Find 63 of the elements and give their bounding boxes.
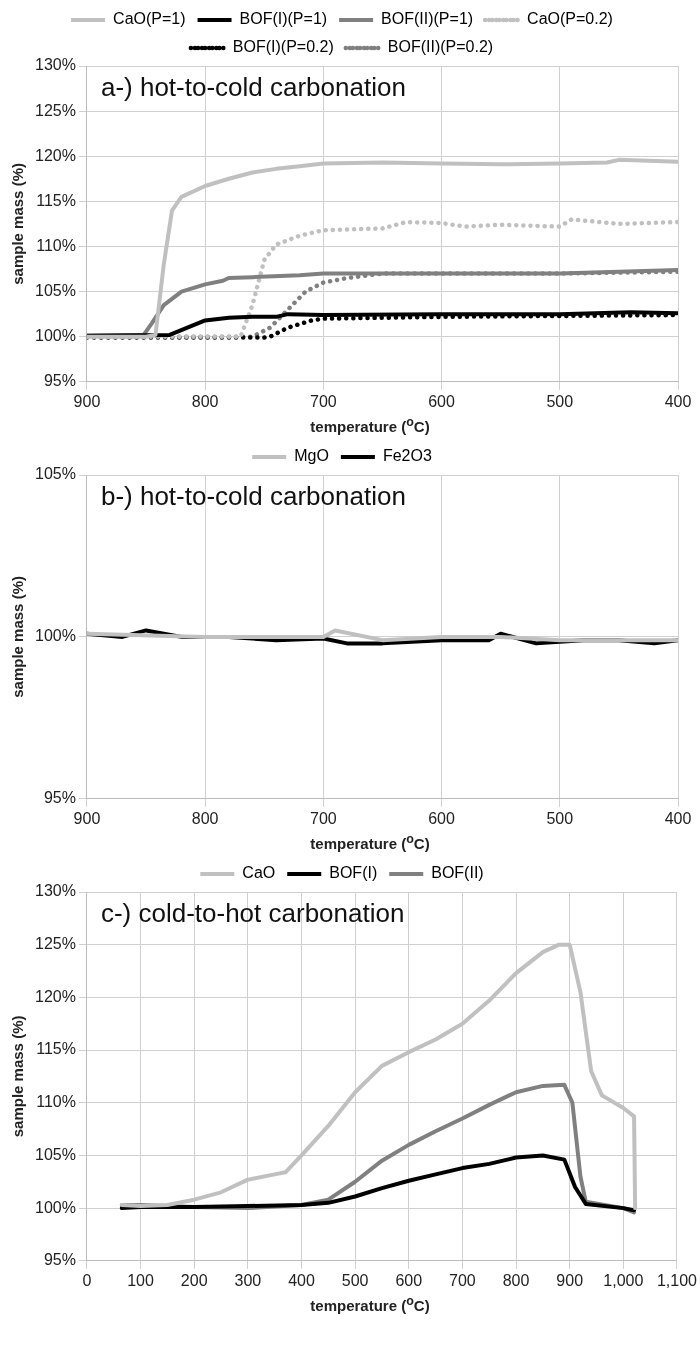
- x-tick-label: 600: [428, 392, 456, 410]
- x-tick-label: 700: [310, 809, 337, 827]
- legend-label: BOF(I)(P=1): [239, 10, 328, 28]
- y-tick-label: 110%: [36, 1093, 76, 1111]
- legend-label: MgO: [294, 447, 329, 465]
- x-tick-label: 800: [191, 392, 219, 410]
- y-tick-label: 130%: [35, 56, 76, 74]
- x-tick-label: 500: [341, 1271, 369, 1289]
- x-axis-title: temperature ($^{o}$C): [309, 832, 431, 854]
- y-tick-label: 110%: [36, 236, 76, 254]
- x-tick-label: 700: [310, 392, 337, 410]
- x-tick-label: 500: [546, 809, 574, 827]
- x-tick-label: 600: [428, 809, 456, 827]
- x-tick-label: 0: [82, 1271, 92, 1289]
- y-tick-label: 105%: [35, 465, 76, 483]
- x-tick-label: 900: [73, 392, 101, 410]
- chart-title: a-) hot-to-cold carbonation: [100, 72, 406, 103]
- x-tick-label: 1,100: [656, 1271, 698, 1289]
- x-tick-label: 500: [546, 392, 574, 410]
- x-tick-label: 800: [191, 809, 219, 827]
- chart-title: b-) hot-to-cold carbonation: [100, 481, 406, 512]
- y-tick-label: 125%: [35, 101, 76, 119]
- y-tick-label: 95%: [43, 789, 76, 807]
- y-tick-label: 115%: [36, 191, 76, 209]
- legend-label: BOF(I): [329, 864, 378, 882]
- y-tick-label: 95%: [43, 1251, 76, 1269]
- legend-label: BOF(I)(P=0.2): [232, 38, 334, 56]
- x-tick-label: 400: [664, 392, 692, 410]
- y-tick-label: 105%: [35, 1145, 76, 1163]
- x-tick-label: 300: [234, 1271, 262, 1289]
- y-tick-label: 115%: [36, 1040, 76, 1058]
- y-axis-title: sample mass (%): [9, 1015, 27, 1138]
- x-tick-label: 800: [502, 1271, 530, 1289]
- y-tick-label: 120%: [35, 146, 76, 164]
- y-tick-label: 125%: [35, 935, 76, 953]
- x-tick-label: 900: [556, 1271, 584, 1289]
- x-tick-label: 600: [395, 1271, 423, 1289]
- y-tick-label: 120%: [35, 987, 76, 1005]
- legend-label: Fe2O3: [382, 447, 432, 465]
- legend-label: CaO(P=0.2): [527, 10, 613, 28]
- x-tick-label: 1,000: [603, 1271, 644, 1289]
- y-tick-label: 100%: [35, 1198, 76, 1216]
- y-axis-title: sample mass (%): [9, 576, 27, 698]
- x-axis-title: temperature ($^{o}$C): [309, 415, 431, 437]
- x-tick-label: 700: [449, 1271, 476, 1289]
- y-tick-label: 130%: [35, 882, 76, 900]
- y-tick-label: 100%: [35, 327, 76, 345]
- x-tick-label: 900: [73, 809, 101, 827]
- legend-label: BOF(II)(P=0.2): [387, 38, 494, 56]
- y-axis-title: sample mass (%): [9, 163, 27, 285]
- legend-label: BOF(II)(P=1): [381, 10, 474, 28]
- x-tick-label: 200: [180, 1271, 208, 1289]
- legend-label: CaO: [242, 864, 276, 882]
- legend-label: CaO(P=1): [113, 10, 186, 28]
- x-tick-label: 100: [127, 1271, 155, 1289]
- y-tick-label: 105%: [35, 281, 76, 299]
- y-tick-label: 100%: [35, 627, 76, 645]
- x-tick-label: 400: [288, 1271, 315, 1289]
- chart-title: c-) cold-to-hot carbonation: [100, 898, 405, 929]
- x-axis-title: temperature ($^{o}$C): [309, 1294, 431, 1316]
- y-tick-label: 95%: [43, 372, 76, 390]
- legend-label: BOF(II): [431, 864, 484, 882]
- x-tick-label: 400: [664, 809, 692, 827]
